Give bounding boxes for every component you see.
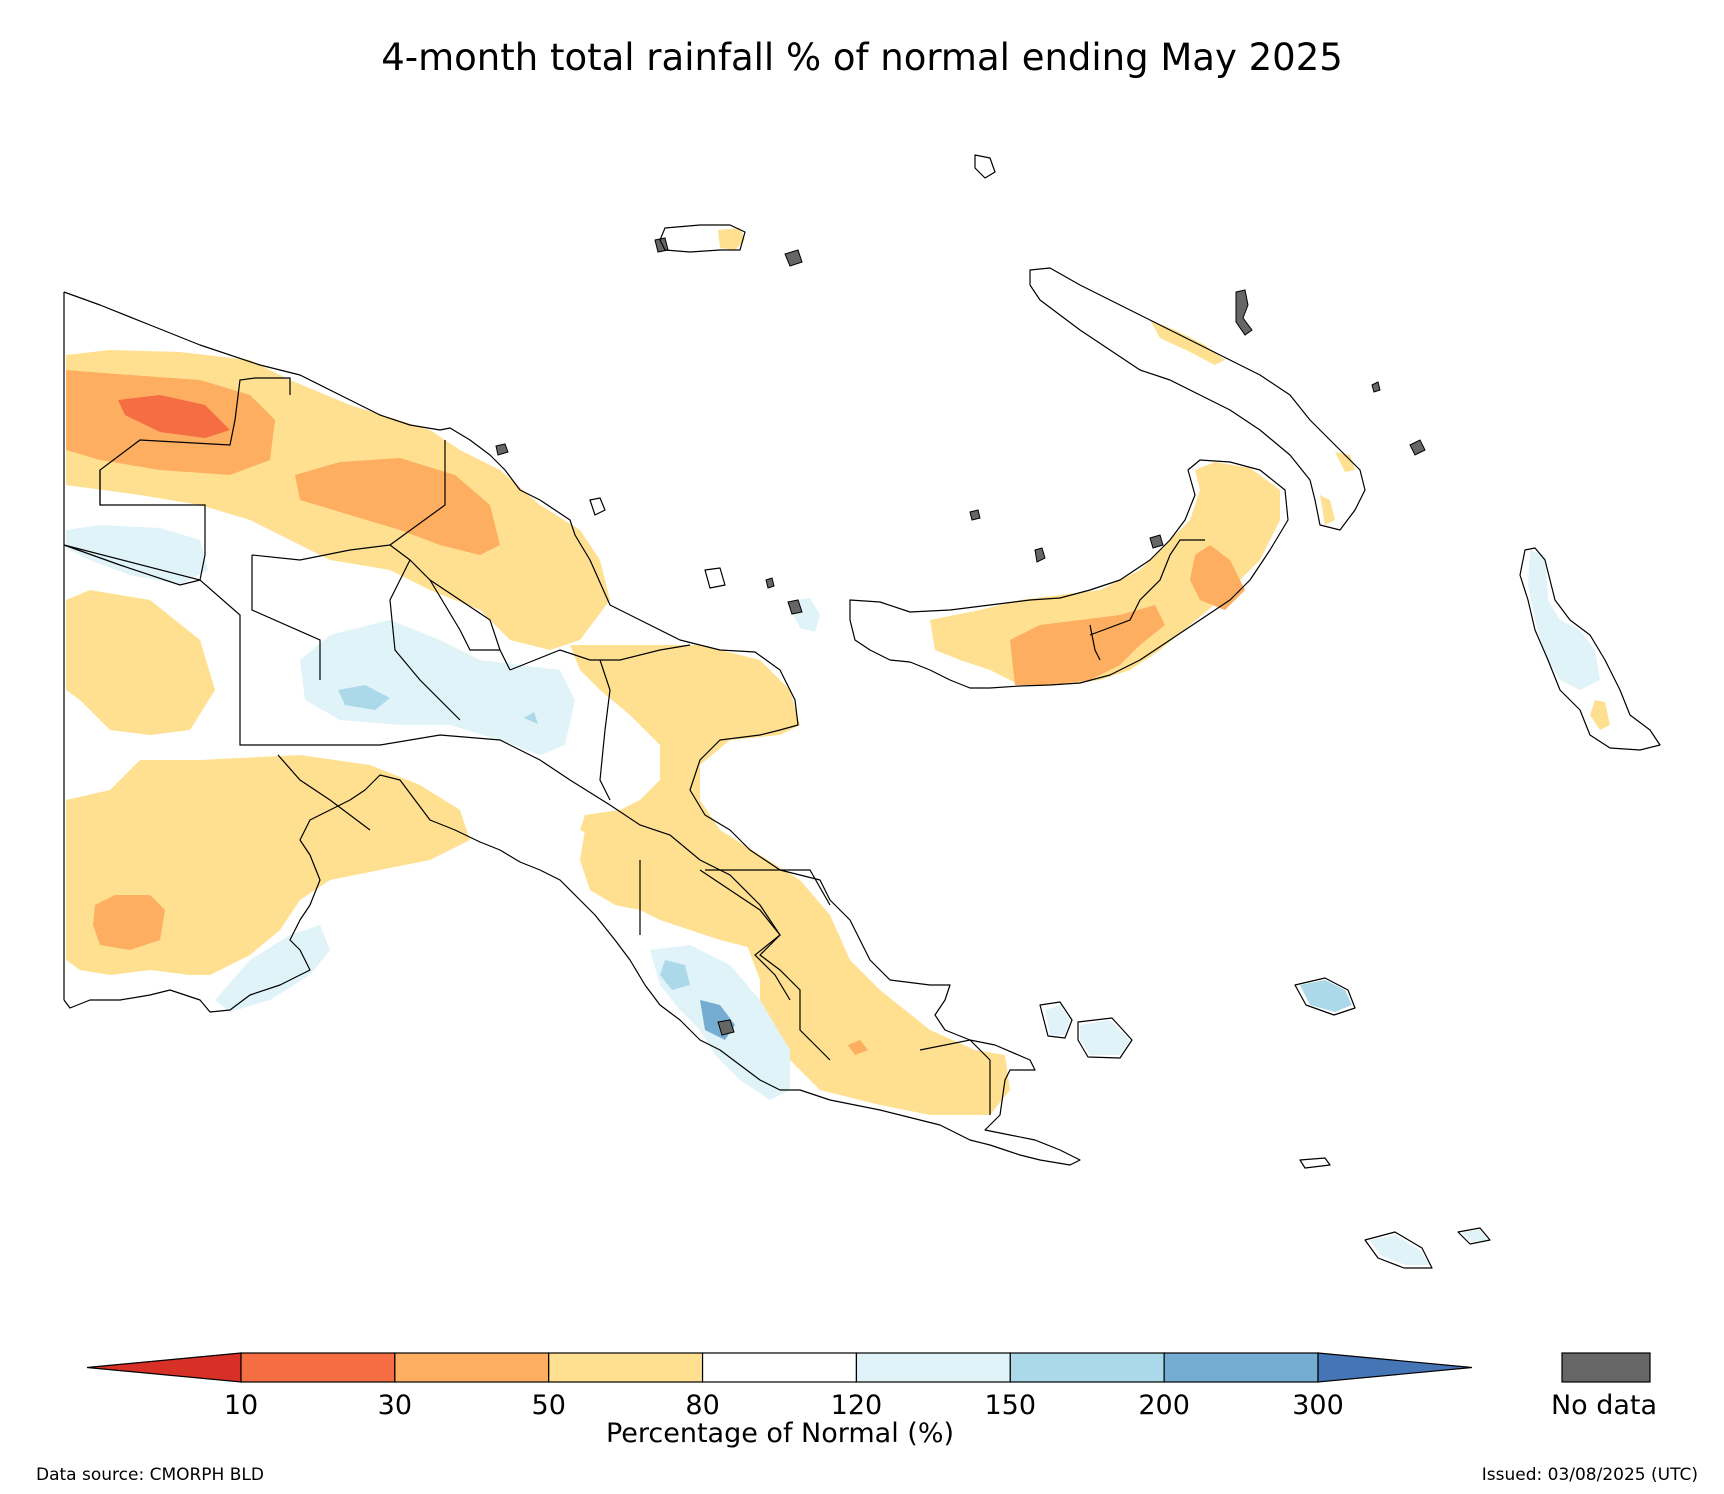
no-data-region [969,509,981,521]
island-coastline [1364,1231,1433,1269]
province-boundary [389,440,446,546]
anomaly-region [718,228,745,250]
no-data-region [1235,289,1253,336]
anomaly-region [118,395,230,438]
province-boundary [705,869,831,906]
anomaly-region [1335,452,1355,472]
colorbar-bin [548,1352,704,1383]
province-boundary [1089,624,1101,661]
province-boundary [63,544,831,1061]
province-boundary [699,869,791,1001]
colorbar-tick-label: 120 [831,1390,883,1421]
anomaly-region [1300,980,1352,1012]
no-data-region [495,443,509,456]
colorbar-tick-label: 80 [685,1390,719,1421]
no-data-region [1034,547,1046,563]
anomaly-region [1045,1005,1070,1035]
colorbar-extend-low [86,1352,242,1383]
data-source: Data source: CMORPH BLD [36,1465,264,1485]
anomaly-region [66,590,215,735]
anomaly-region [66,525,208,585]
colorbar-tick-label: 200 [1138,1390,1190,1421]
bougainville-coastline [1519,547,1661,751]
colorbar-tick-label: 150 [985,1390,1037,1421]
island-coastline [1077,1017,1133,1059]
province-boundary [509,644,691,671]
colorbar-bin [1009,1352,1165,1383]
anomaly-region [930,462,1280,685]
anomaly-region [93,895,165,950]
no-data-label: No data [1551,1390,1657,1421]
anomaly-region [660,960,690,990]
province-boundary [599,659,611,801]
province-boundary [389,559,461,721]
anomaly-region [1462,1230,1488,1242]
island-coastline [1299,1157,1331,1169]
anomaly-region [580,830,770,950]
island-coastline [1457,1227,1491,1245]
anomaly-region [1080,1020,1130,1055]
manus-coastline [659,224,746,253]
colorbar-extend-high [1317,1352,1473,1383]
issued-date: Issued: 03/08/2025 (UTC) [1481,1465,1698,1485]
anomaly-region [570,645,1010,1115]
anomaly-region [848,1040,868,1055]
colorbar-bin [394,1352,550,1383]
anomaly-region [1590,700,1610,730]
anomaly-region [215,925,330,1012]
province-boundary [63,544,201,586]
anomaly-region [1320,495,1335,525]
province-boundary [251,544,511,671]
mainland-coastline [63,291,1081,1166]
anomaly-region [1010,605,1165,685]
anomaly-region [66,755,470,975]
island-coastline [1294,977,1356,1016]
no-data-region [1409,439,1426,456]
colorbar-tick-label: 10 [224,1390,258,1421]
colorbar-tick-label: 50 [532,1390,566,1421]
no-data-region [784,249,803,267]
no-data-region [1149,534,1164,549]
colorbar-tick-label: 30 [378,1390,412,1421]
province-boundary [277,754,371,831]
no-data-swatch [1561,1352,1651,1383]
province-boundary [429,579,500,651]
colorbar-label: Percentage of Normal (%) [606,1418,954,1449]
province-boundary [919,1039,991,1115]
new-ireland-coastline [1029,267,1366,531]
no-data-region [1371,381,1381,393]
anomaly-region [300,620,575,755]
colorbar-bin [855,1352,1011,1383]
island-coastline [589,497,606,516]
anomaly-region [1190,545,1245,610]
anomaly-region [295,458,500,555]
colorbar-bin [240,1352,396,1383]
no-data-region [765,577,775,589]
colorbar-bin [701,1352,858,1383]
anomaly-region [524,712,538,724]
province-boundary [99,470,206,581]
rainfall-map [63,154,1661,1269]
anomaly-region [1370,1235,1430,1265]
island-coastline [1039,1001,1073,1039]
province-boundary [251,555,321,680]
no-data-region [717,1019,735,1036]
province-boundary [99,377,291,505]
colorbar-tick-label: 300 [1292,1390,1344,1421]
anomaly-region [338,685,390,710]
colorbar-bin [1163,1352,1319,1383]
new-britain-coastline [849,459,1289,689]
no-data-region [787,599,803,615]
anomaly-region [1150,320,1225,365]
island-coastline [974,154,996,179]
province-boundary [1089,539,1205,636]
island-coastline [704,567,726,589]
page-title: 4-month total rainfall % of normal endin… [381,36,1343,79]
